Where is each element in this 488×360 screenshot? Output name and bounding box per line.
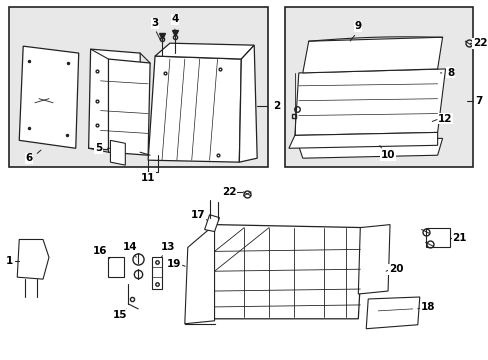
Text: 15: 15 <box>113 310 127 320</box>
Polygon shape <box>88 49 140 152</box>
Text: 4: 4 <box>171 14 178 24</box>
Text: 18: 18 <box>420 302 434 312</box>
Polygon shape <box>239 45 257 162</box>
Text: 5: 5 <box>95 143 102 153</box>
Polygon shape <box>296 138 442 158</box>
Polygon shape <box>148 56 241 162</box>
Text: 10: 10 <box>380 150 394 160</box>
Text: 17: 17 <box>190 210 204 220</box>
Polygon shape <box>288 132 437 148</box>
Text: 9: 9 <box>354 21 361 31</box>
Bar <box>9 8 267 167</box>
Polygon shape <box>302 37 442 73</box>
Text: 13: 13 <box>161 242 175 252</box>
Polygon shape <box>108 59 150 155</box>
Polygon shape <box>17 239 49 279</box>
Polygon shape <box>152 257 162 289</box>
Polygon shape <box>108 257 124 277</box>
Text: 8: 8 <box>446 68 453 78</box>
Polygon shape <box>19 46 79 148</box>
Text: 14: 14 <box>122 242 137 252</box>
Polygon shape <box>366 297 419 329</box>
Bar <box>285 8 472 167</box>
Text: 20: 20 <box>388 264 403 274</box>
Polygon shape <box>209 225 363 319</box>
Polygon shape <box>184 225 214 324</box>
Text: 22: 22 <box>472 38 487 48</box>
Text: 3: 3 <box>151 18 159 28</box>
Polygon shape <box>425 228 448 247</box>
Text: 12: 12 <box>437 113 452 123</box>
Text: 22: 22 <box>222 187 236 197</box>
Polygon shape <box>358 225 389 294</box>
Text: 21: 21 <box>451 233 466 243</box>
Text: 19: 19 <box>166 259 181 269</box>
Polygon shape <box>155 43 254 59</box>
Polygon shape <box>204 215 219 231</box>
Polygon shape <box>110 140 125 165</box>
Text: 11: 11 <box>141 173 155 183</box>
Polygon shape <box>294 69 445 135</box>
Text: 1: 1 <box>6 256 13 266</box>
Text: 7: 7 <box>475 96 482 106</box>
Text: 6: 6 <box>25 153 33 163</box>
Text: 16: 16 <box>93 246 107 256</box>
Text: 2: 2 <box>273 101 280 111</box>
